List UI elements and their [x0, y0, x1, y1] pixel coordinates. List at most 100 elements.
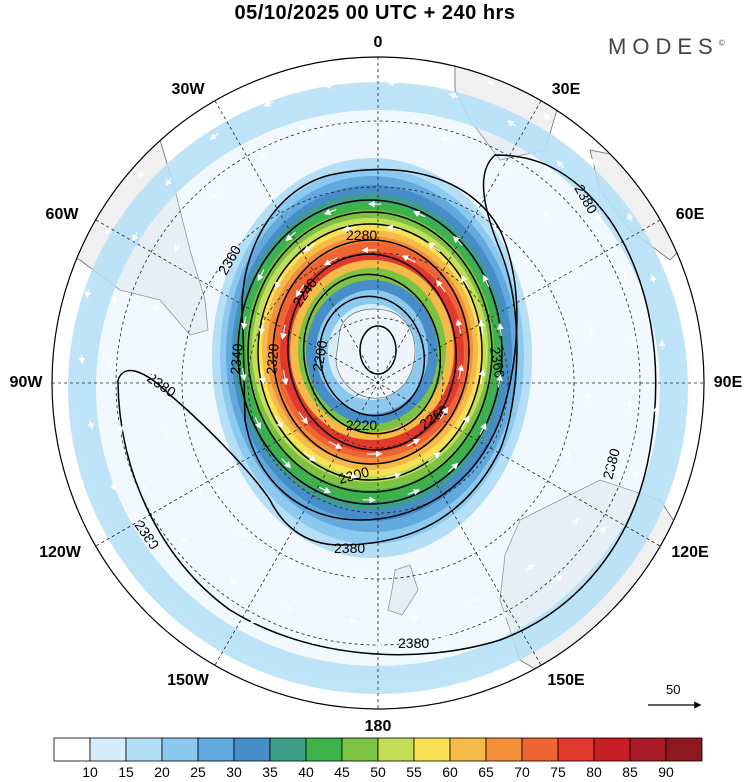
wind-vector-arrow — [457, 364, 464, 380]
contour-2280 — [272, 239, 470, 465]
wind-vector-arrow — [153, 302, 160, 313]
wind-vector-arrow — [235, 85, 244, 92]
wind-vector-arrow — [452, 235, 463, 246]
colorbar-swatch — [341, 737, 379, 762]
colorbar-swatch — [197, 737, 235, 762]
wind-vector-arrow — [449, 92, 460, 100]
graticule — [52, 57, 704, 709]
wind-vector-arrow — [378, 123, 390, 130]
wind-vector-arrow — [137, 170, 145, 179]
lon-label-120e: 120E — [671, 544, 709, 561]
colorbar-swatch — [305, 737, 343, 762]
wind-vector-arrow — [574, 264, 581, 275]
colorbar-tick-label: 15 — [118, 764, 134, 780]
colorbar-swatch — [161, 737, 199, 762]
wind-vector-arrow — [500, 612, 509, 619]
lon-label-60w: 60W — [45, 206, 79, 223]
wind-vector-arrow — [318, 486, 332, 494]
colorbar-tick-label: 30 — [226, 764, 242, 780]
contour-label-2380-b: 2380 — [334, 540, 365, 556]
lon-label-180: 180 — [364, 718, 392, 735]
wind-vector-arrow — [285, 231, 296, 242]
wind-vector-arrow — [132, 232, 139, 242]
wind-vector-arrow — [625, 399, 632, 411]
wind-vector-arrow — [281, 458, 292, 469]
colorbar-tick-label: 20 — [154, 764, 170, 780]
wind-vector-arrow — [475, 545, 486, 553]
contour-label-2280: 2280 — [346, 227, 377, 243]
contour-2220 — [318, 295, 426, 417]
wind-vector-arrow — [209, 133, 219, 140]
colorbar-tick-label: 75 — [550, 764, 566, 780]
wind-vector-arrow — [427, 452, 441, 462]
contour-2360 — [241, 168, 518, 521]
modes-logo: MODES© — [608, 34, 725, 59]
wind-vector-arrow — [228, 577, 238, 584]
contour-label-2320: 2320 — [263, 343, 282, 376]
reference-vector-label: 50 — [666, 682, 680, 697]
wind-vector-arrow — [293, 561, 304, 568]
colorbar-tick-label: 85 — [622, 764, 638, 780]
contour-2320 — [247, 211, 493, 493]
wind-vector-arrow — [105, 226, 112, 236]
wind-vector-arrow — [87, 420, 94, 430]
wind-vector-arrow — [526, 505, 534, 514]
wind-vector-arrow — [542, 209, 550, 218]
wind-vector-arrow — [241, 316, 248, 330]
wind-vector-arrow — [258, 319, 266, 336]
contour-2200 — [359, 325, 397, 375]
contour-label-2380-c: 2380 — [398, 635, 429, 651]
contour-2380 — [117, 154, 657, 656]
colorbar-swatch — [557, 737, 595, 762]
wind-vector-arrow — [401, 255, 416, 263]
colorbar-swatch — [521, 737, 559, 762]
wind-vector-arrow — [258, 151, 269, 159]
wind-vector-arrow — [210, 190, 218, 199]
wind-vector-arrow — [303, 242, 317, 252]
wind-vector-arrow — [149, 366, 157, 378]
wind-vector-arrow — [427, 242, 441, 253]
wind-vector-arrow — [284, 604, 295, 612]
wind-vector-arrow — [238, 531, 248, 539]
wind-vector-arrow — [323, 208, 337, 216]
wind-vector-arrow — [587, 326, 595, 338]
wind-vector-arrow — [193, 583, 201, 591]
colorbar-tick-label: 65 — [478, 764, 494, 780]
wind-vector-arrow — [386, 472, 402, 479]
contour-2240 — [302, 273, 442, 435]
wind-vectors — [78, 57, 666, 651]
wind-vector-arrow — [470, 597, 481, 604]
wind-vector-arrow — [323, 257, 338, 266]
wind-vector-arrow — [163, 429, 170, 440]
wind-vector-arrow — [281, 370, 289, 386]
wind-vector-arrow — [248, 617, 258, 624]
wind-speed-fill — [68, 82, 688, 694]
wind-vector-arrow — [439, 635, 449, 642]
wind-vector-arrow — [460, 415, 470, 429]
lon-label-60e: 60E — [675, 206, 705, 223]
colorbar-tick-label: 25 — [190, 764, 206, 780]
wind-vector-arrow — [386, 79, 398, 87]
wind-vector-arrow — [436, 279, 446, 293]
colorbar-swatch — [125, 737, 163, 762]
wind-vector-arrow — [455, 318, 463, 334]
wind-vector-arrow — [448, 462, 459, 473]
wind-vector-arrow — [407, 488, 421, 496]
colorbar-tick-label: 40 — [298, 764, 314, 780]
wind-vector-arrow — [620, 270, 627, 282]
wind-vector-arrow — [263, 100, 274, 107]
wind-vector-arrow — [496, 165, 506, 173]
colorbar-swatch — [665, 737, 703, 762]
wind-vector-arrow — [439, 406, 449, 420]
colorbar-tick-label: 80 — [586, 764, 602, 780]
wind-vector-arrow — [117, 422, 124, 434]
wind-vector-arrow — [563, 452, 570, 462]
wind-vector-arrow — [406, 438, 421, 447]
lon-label-30w: 30W — [171, 81, 205, 98]
wind-vector-arrow — [605, 462, 612, 472]
wind-vector-arrow — [181, 122, 190, 130]
colorbar-swatch — [485, 737, 523, 762]
wind-vector-arrow — [627, 212, 634, 222]
wind-vector-arrow — [599, 525, 607, 534]
